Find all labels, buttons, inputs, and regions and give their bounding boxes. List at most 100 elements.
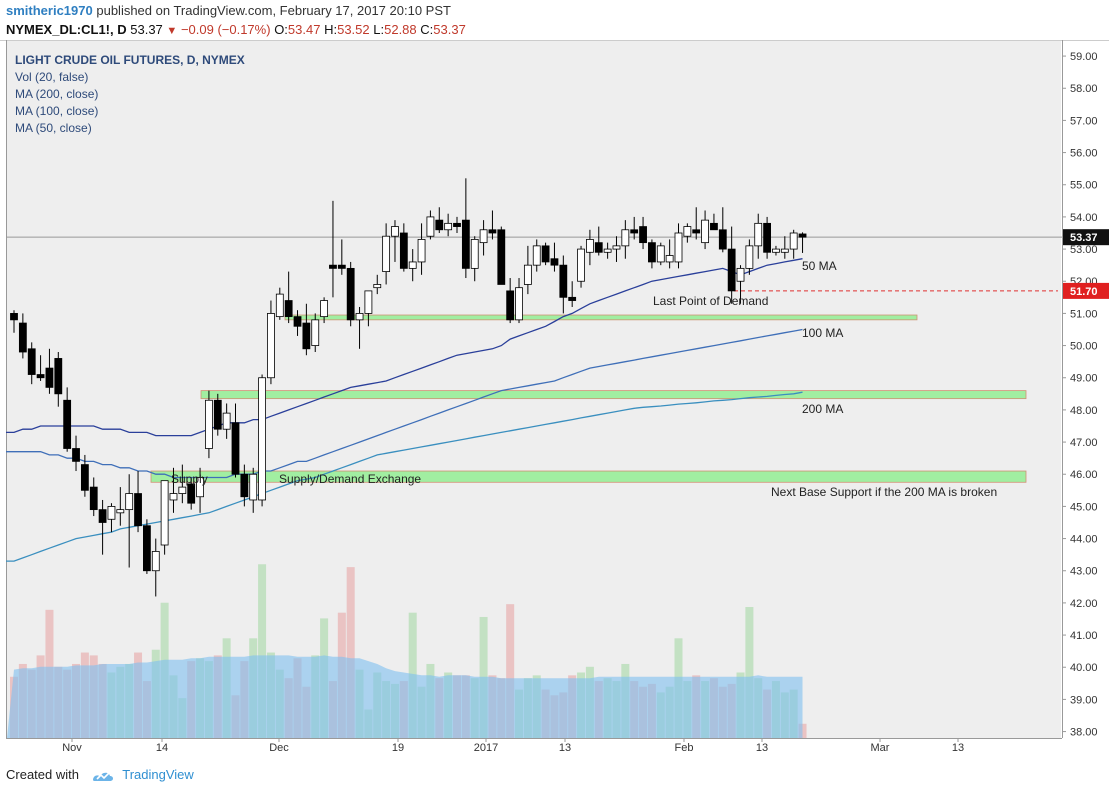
support-zone (284, 314, 918, 321)
candle-body (116, 509, 125, 514)
time-tick-label: 2017 (474, 742, 498, 754)
candle-body (355, 313, 364, 321)
price-tick-label: 38.00 (1070, 727, 1098, 739)
price-tick-label: 40.00 (1070, 662, 1098, 674)
candle-body (754, 222, 763, 247)
candle-body (780, 248, 789, 253)
support-zone (200, 390, 1027, 400)
annotation-200ma: 200 MA (802, 402, 843, 416)
tradingview-brand[interactable]: TradingView (122, 767, 194, 782)
candle-body (586, 239, 594, 253)
candle-body (399, 232, 408, 269)
candle-body (142, 525, 151, 572)
candle-body (231, 422, 240, 475)
price-tick-label: 51.00 (1070, 308, 1098, 320)
ma50-line (6, 258, 803, 437)
price-tick-label: 47.00 (1070, 437, 1098, 449)
volume-bar (258, 564, 267, 738)
price-tick-label: 57.00 (1070, 115, 1098, 127)
price-tick-label: 56.00 (1070, 148, 1098, 160)
candle-body (559, 264, 568, 298)
candle-body (10, 313, 18, 321)
candle-body (302, 322, 311, 350)
candle-body (382, 235, 391, 272)
candle-body (18, 322, 27, 353)
open-label: O: (274, 22, 288, 37)
price-tick-label: 49.00 (1070, 373, 1098, 385)
legend-title: LIGHT CRUDE OIL FUTURES, D, NYMEX (15, 53, 245, 67)
close-value: 53.37 (433, 22, 466, 37)
candle-body (745, 245, 754, 269)
publisher-username[interactable]: smitheric1970 (6, 3, 93, 18)
volume-bar (745, 606, 754, 738)
candle-body (639, 226, 647, 244)
candle-body (479, 229, 488, 244)
plot-background (6, 40, 1061, 738)
candle-body (249, 473, 258, 501)
tradingview-logo-icon (92, 771, 113, 781)
candle-body (63, 399, 72, 449)
legend-item-ma200[interactable]: MA (200, close) (15, 87, 99, 101)
candle-body (674, 232, 683, 263)
candle-body (196, 477, 204, 498)
candle-body (630, 229, 639, 234)
candle-body (550, 258, 559, 266)
candle-body (320, 300, 329, 318)
annotation-supply-demand-exchange: Supply/Demand Exchange (279, 472, 421, 486)
candle-body (54, 358, 63, 395)
candle-body (798, 233, 807, 238)
legend-item-ma100[interactable]: MA (100, close) (15, 104, 99, 118)
candle-body (89, 486, 98, 511)
candle-body (72, 448, 80, 462)
open-value: 53.47 (287, 22, 321, 37)
candle-body (213, 399, 222, 430)
candle-body (160, 480, 169, 546)
time-axis-line (6, 738, 1062, 739)
price-tick-label: 41.00 (1070, 630, 1098, 642)
candle-body (789, 232, 798, 250)
price-tick-label: 53.00 (1070, 244, 1098, 256)
price-tick-label: 42.00 (1070, 598, 1098, 610)
candle-body (523, 264, 532, 285)
candle-body (506, 290, 515, 321)
candle-body (408, 261, 417, 269)
candle-body (125, 493, 134, 511)
candle-body (45, 367, 54, 388)
candle-body (391, 226, 399, 237)
annotation-supply: Supply (171, 472, 208, 486)
candle-body (692, 229, 701, 234)
demand-price-badge-label: 51.70 (1070, 286, 1098, 298)
time-tick-label: Feb (675, 742, 694, 754)
candle-body (258, 377, 266, 501)
candle-body (568, 296, 577, 301)
candle-body (736, 267, 745, 282)
candle-body (577, 248, 585, 282)
volume-ma-area (7, 655, 803, 738)
price-change: −0.09 (−0.17%) (180, 22, 271, 37)
candle-body (648, 242, 656, 263)
candle-body (169, 493, 178, 501)
candle-body (656, 245, 665, 263)
legend-item-ma50[interactable]: MA (50, close) (15, 121, 92, 135)
price-tick-label: 45.00 (1070, 501, 1098, 513)
candle-body (222, 412, 231, 430)
candle-body (665, 255, 674, 263)
candle-body (453, 222, 461, 227)
candle-body (532, 245, 541, 266)
legend-item-volume[interactable]: Vol (20, false) (15, 70, 89, 84)
candle-body (612, 245, 621, 250)
price-tick-label: 58.00 (1070, 83, 1098, 95)
candle-body (488, 229, 497, 234)
candle-body (311, 319, 320, 346)
candle-body (594, 242, 603, 253)
price-tick-label: 46.00 (1070, 469, 1098, 481)
ma100-line (6, 328, 803, 479)
publish-header: smitheric1970 published on TradingView.c… (6, 3, 451, 18)
candle-body (541, 245, 550, 263)
price-tick-label: 55.00 (1070, 180, 1098, 192)
candle-body (373, 284, 382, 289)
price-tick-label: 50.00 (1070, 341, 1098, 353)
candle-body (470, 239, 479, 269)
candle-body (417, 239, 426, 263)
